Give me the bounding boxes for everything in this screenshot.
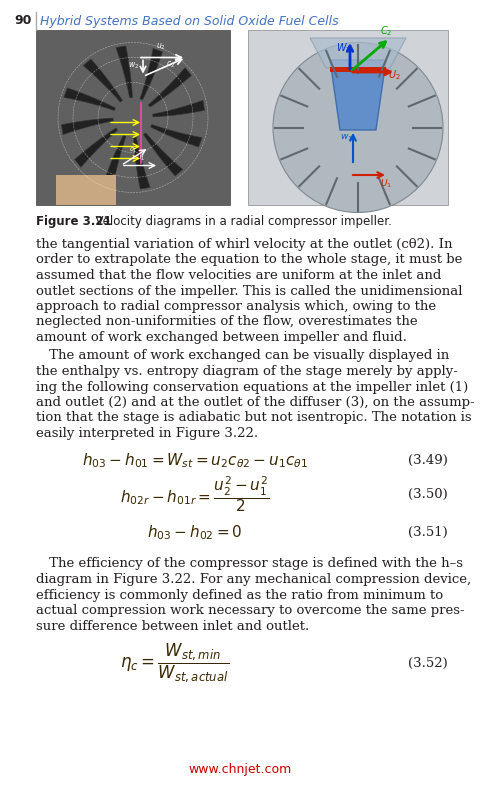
Text: the enthalpy vs. entropy diagram of the stage merely by apply-: the enthalpy vs. entropy diagram of the …	[36, 365, 458, 378]
Polygon shape	[140, 49, 163, 100]
Text: $h_{02r} - h_{01r} = \dfrac{u_2^2 - u_1^2}{2}$: $h_{02r} - h_{01r} = \dfrac{u_2^2 - u_1^…	[120, 474, 270, 514]
Text: $u_2$: $u_2$	[156, 42, 166, 53]
Text: $h_{03} - h_{01} = W_{st} = u_2c_{\theta 2} - u_1c_{\theta 1}$: $h_{03} - h_{01} = W_{st} = u_2c_{\theta…	[82, 451, 308, 470]
Text: Velocity diagrams in a radial compressor impeller.: Velocity diagrams in a radial compressor…	[88, 215, 392, 228]
Text: assumed that the flow velocities are uniform at the inlet and: assumed that the flow velocities are uni…	[36, 269, 442, 282]
Polygon shape	[153, 100, 204, 117]
Text: (3.49): (3.49)	[408, 454, 448, 467]
Text: $U_1$: $U_1$	[380, 178, 392, 191]
Text: and outlet (2) and at the outlet of the diffuser (3), on the assump-: and outlet (2) and at the outlet of the …	[36, 396, 475, 409]
Polygon shape	[151, 125, 202, 147]
Text: tion that the stage is adiabatic but not isentropic. The notation is: tion that the stage is adiabatic but not…	[36, 411, 472, 425]
Text: 90: 90	[14, 14, 32, 27]
Polygon shape	[133, 137, 150, 189]
Text: $h_{03} - h_{02} = 0$: $h_{03} - h_{02} = 0$	[147, 523, 243, 542]
Text: (3.50): (3.50)	[408, 488, 448, 501]
Polygon shape	[103, 135, 126, 187]
Text: $w_1$: $w_1$	[340, 133, 353, 143]
Text: (3.52): (3.52)	[408, 656, 448, 670]
Polygon shape	[74, 128, 118, 167]
Polygon shape	[148, 68, 192, 107]
Polygon shape	[144, 133, 183, 176]
Text: outlet sections of the impeller. This is called the unidimensional: outlet sections of the impeller. This is…	[36, 284, 463, 298]
Text: www.chnjet.com: www.chnjet.com	[188, 764, 292, 776]
Polygon shape	[83, 59, 122, 102]
Text: amount of work exchanged between impeller and fluid.: amount of work exchanged between impelle…	[36, 331, 407, 344]
Text: $w_2$: $w_2$	[128, 60, 139, 71]
Text: (3.51): (3.51)	[408, 526, 448, 539]
Bar	[248, 30, 448, 205]
Text: $\eta_c = \dfrac{W_{st,min}}{W_{st,actual}}$: $\eta_c = \dfrac{W_{st,min}}{W_{st,actua…	[120, 641, 229, 685]
Text: $W_2$: $W_2$	[336, 41, 351, 55]
Polygon shape	[116, 46, 132, 98]
Text: sure difference between inlet and outlet.: sure difference between inlet and outlet…	[36, 619, 309, 633]
Text: ing the following conservation equations at the impeller inlet (1): ing the following conservation equations…	[36, 381, 468, 393]
Text: $C_2$: $C_2$	[380, 24, 392, 38]
Polygon shape	[64, 88, 115, 111]
Text: easily interpreted in Figure 3.22.: easily interpreted in Figure 3.22.	[36, 427, 258, 440]
Text: $c_2$: $c_2$	[166, 59, 175, 70]
Text: efficiency is commonly defined as the ratio from minimum to: efficiency is commonly defined as the ra…	[36, 589, 443, 601]
Text: Hybrid Systems Based on Solid Oxide Fuel Cells: Hybrid Systems Based on Solid Oxide Fuel…	[40, 14, 338, 27]
Bar	[330, 67, 386, 72]
Text: neglected non-uniformities of the flow, overestimates the: neglected non-uniformities of the flow, …	[36, 316, 418, 328]
Text: diagram in Figure 3.22. For any mechanical compression device,: diagram in Figure 3.22. For any mechanic…	[36, 573, 471, 586]
Text: Figure 3.21: Figure 3.21	[36, 215, 112, 228]
Circle shape	[273, 42, 443, 213]
Text: actual compression work necessary to overcome the same pres-: actual compression work necessary to ove…	[36, 604, 465, 617]
Bar	[36, 30, 230, 205]
Polygon shape	[61, 118, 113, 134]
Text: order to extrapolate the equation to the whole stage, it must be: order to extrapolate the equation to the…	[36, 254, 462, 266]
Text: $u_1$: $u_1$	[136, 155, 145, 163]
Text: The efficiency of the compressor stage is defined with the h–s: The efficiency of the compressor stage i…	[36, 557, 463, 571]
Text: $c_1$: $c_1$	[129, 146, 137, 155]
Polygon shape	[330, 60, 386, 130]
Bar	[56, 175, 116, 205]
Text: The amount of work exchanged can be visually displayed in: The amount of work exchanged can be visu…	[36, 349, 449, 363]
Text: $U_2$: $U_2$	[388, 68, 401, 82]
Text: the tangential variation of whirl velocity at the outlet (cθ2). In: the tangential variation of whirl veloci…	[36, 238, 453, 251]
Polygon shape	[310, 38, 406, 68]
Text: approach to radial compressor analysis which, owing to the: approach to radial compressor analysis w…	[36, 300, 436, 313]
